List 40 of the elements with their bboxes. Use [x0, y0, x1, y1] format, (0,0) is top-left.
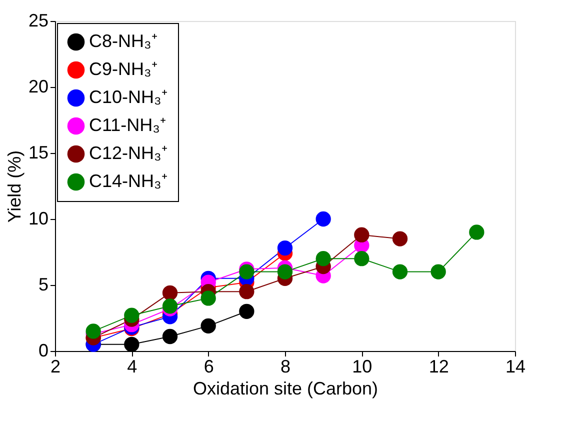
legend-label: C11-NH₃⁺: [89, 115, 166, 135]
point: [239, 284, 254, 300]
legend-label: C12-NH₃⁺: [89, 143, 168, 163]
x-tick-label: 4: [127, 356, 138, 376]
point: [124, 308, 140, 323]
point: [392, 264, 408, 280]
legend-label: C9-NH₃⁺: [89, 59, 158, 79]
x-tick-label: 12: [428, 356, 449, 376]
y-tick-label: 20: [28, 76, 48, 96]
legend-label: C8-NH₃⁺: [89, 31, 158, 51]
point: [162, 285, 178, 300]
point: [316, 251, 331, 266]
x-axis-title: Oxidation site (Carbon): [192, 378, 378, 398]
point: [430, 264, 446, 280]
point: [392, 231, 408, 246]
point: [469, 224, 484, 240]
legend-label: C10-NH₃⁺: [89, 87, 168, 107]
y-tick-label: 5: [38, 274, 48, 294]
y-tick-label: 15: [28, 142, 48, 162]
legend-label: C14-NH₃⁺: [89, 171, 168, 191]
x-tick-label: 10: [352, 356, 372, 376]
point: [162, 328, 178, 344]
y-axis-title: Yield (%): [4, 150, 24, 223]
point: [277, 264, 293, 280]
point: [200, 318, 216, 334]
y-tick-label: 10: [28, 208, 48, 228]
point: [124, 336, 140, 352]
point: [316, 211, 331, 227]
x-tick-label: 8: [280, 356, 291, 376]
x-tick-label: 6: [204, 356, 214, 376]
x-tick-label: 2: [50, 356, 61, 376]
point: [277, 240, 293, 256]
y-tick-label: 0: [38, 340, 48, 360]
point: [354, 251, 370, 266]
point: [86, 324, 101, 339]
point: [354, 227, 370, 242]
y-tick-label: 25: [28, 10, 48, 30]
point: [239, 304, 254, 319]
point: [200, 290, 216, 306]
x-tick-label: 14: [505, 356, 526, 376]
